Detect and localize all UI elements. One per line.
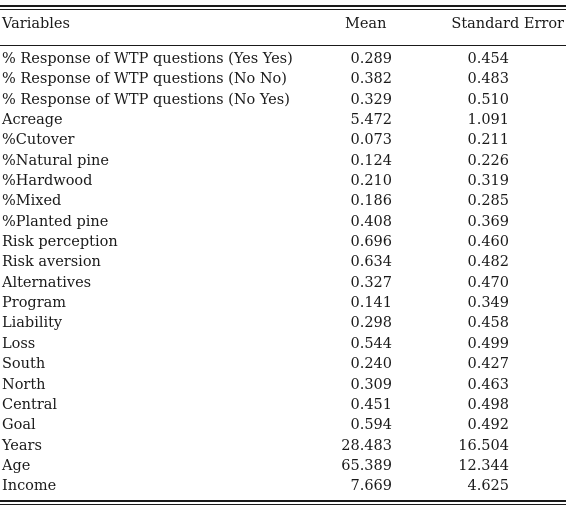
cell-variable: Acreage (2, 112, 63, 129)
cell-variable: %Planted pine (2, 213, 109, 230)
cell-mean: 0.634 (350, 254, 392, 271)
cell-mean: 0.451 (350, 396, 392, 413)
cell-variable: %Hardwood (2, 173, 93, 190)
header-standard-error: Standard Error (451, 16, 564, 32)
cell-mean: 28.483 (341, 437, 392, 454)
cell-variable: Income (2, 478, 57, 495)
cell-mean: 0.124 (350, 152, 392, 169)
cell-variable: Years (2, 437, 42, 454)
table-row: North 0.309 0.463 (0, 375, 566, 395)
table-row: %Hardwood 0.210 0.319 (0, 171, 566, 191)
table-row: Risk perception 0.696 0.460 (0, 232, 566, 252)
cell-variable: Risk aversion (2, 254, 101, 271)
cell-mean: 0.696 (350, 234, 392, 251)
cell-variable: South (2, 356, 46, 373)
table-row: Program 0.141 0.349 (0, 293, 566, 313)
table-row: % Response of WTP questions (No No) 0.382… (0, 69, 566, 89)
table-row: %Planted pine 0.408 0.369 (0, 212, 566, 232)
header-variables: Variables (2, 16, 70, 32)
table-row: %Cutover 0.073 0.211 (0, 130, 566, 150)
table-row: South 0.240 0.427 (0, 354, 566, 374)
cell-variable: % Response of WTP questions (No Yes) (2, 91, 290, 108)
table-header-row: Variables Mean Standard Error (0, 16, 566, 36)
cell-standard-error: 0.460 (467, 234, 509, 251)
cell-variable: %Cutover (2, 132, 75, 149)
table-row: Central 0.451 0.498 (0, 395, 566, 415)
cell-standard-error: 0.499 (467, 335, 509, 352)
cell-mean: 0.298 (350, 315, 392, 332)
cell-mean: 0.408 (350, 213, 392, 230)
cell-standard-error: 12.344 (458, 457, 509, 474)
cell-standard-error: 0.510 (467, 91, 509, 108)
table-row: Alternatives 0.327 0.470 (0, 273, 566, 293)
cell-standard-error: 0.483 (467, 71, 509, 88)
table-row: Acreage 5.472 1.091 (0, 110, 566, 130)
cell-mean: 0.594 (350, 417, 392, 434)
cell-standard-error: 0.498 (467, 396, 509, 413)
bottom-double-rule (0, 500, 566, 505)
cell-standard-error: 0.427 (467, 356, 509, 373)
cell-variable: %Natural pine (2, 152, 109, 169)
cell-mean: 5.472 (350, 112, 392, 129)
table-body: % Response of WTP questions (Yes Yes) 0.2… (0, 49, 566, 497)
cell-variable: Alternatives (2, 274, 92, 291)
cell-variable: % Response of WTP questions (No No) (2, 71, 287, 88)
cell-mean: 65.389 (341, 457, 392, 474)
cell-variable: Goal (2, 417, 36, 434)
cell-standard-error: 16.504 (458, 437, 509, 454)
cell-mean: 0.186 (350, 193, 392, 210)
table-row: %Mixed 0.186 0.285 (0, 191, 566, 211)
cell-mean: 0.329 (350, 91, 392, 108)
cell-standard-error: 0.211 (467, 132, 509, 149)
cell-standard-error: 1.091 (467, 112, 509, 129)
cell-mean: 0.544 (350, 335, 392, 352)
header-mean: Mean (345, 16, 387, 32)
table-row: % Response of WTP questions (Yes Yes) 0.2… (0, 49, 566, 69)
table-row: Liability 0.298 0.458 (0, 313, 566, 333)
cell-standard-error: 0.463 (467, 376, 509, 393)
cell-mean: 0.210 (350, 173, 392, 190)
cell-mean: 7.669 (350, 478, 392, 495)
cell-standard-error: 4.625 (467, 478, 509, 495)
cell-standard-error: 0.226 (467, 152, 509, 169)
table-row: % Response of WTP questions (No Yes) 0.32… (0, 90, 566, 110)
table-row: %Natural pine 0.124 0.226 (0, 151, 566, 171)
cell-variable: North (2, 376, 46, 393)
cell-mean: 0.240 (350, 356, 392, 373)
cell-variable: Central (2, 396, 58, 413)
cell-mean: 0.382 (350, 71, 392, 88)
cell-variable: Liability (2, 315, 63, 332)
cell-mean: 0.289 (350, 51, 392, 67)
cell-mean: 0.309 (350, 376, 392, 393)
cell-mean: 0.073 (350, 132, 392, 149)
cell-variable: Program (2, 295, 67, 312)
cell-standard-error: 0.454 (467, 51, 509, 67)
header-rule (0, 45, 566, 46)
cell-variable: Risk perception (2, 234, 118, 251)
cell-standard-error: 0.285 (467, 193, 509, 210)
table-row: Age 65.389 12.344 (0, 456, 566, 476)
cell-variable: %Mixed (2, 193, 62, 210)
table-row: Risk aversion 0.634 0.482 (0, 252, 566, 272)
cell-standard-error: 0.492 (467, 417, 509, 434)
cell-variable: Age (2, 457, 31, 474)
table-row: Goal 0.594 0.492 (0, 415, 566, 435)
cell-standard-error: 0.349 (467, 295, 509, 312)
cell-standard-error: 0.369 (467, 213, 509, 230)
table-row: Income 7.669 4.625 (0, 476, 566, 496)
cell-mean: 0.141 (350, 295, 392, 312)
cell-variable: % Response of WTP questions (Yes Yes) (2, 51, 293, 67)
cell-standard-error: 0.458 (467, 315, 509, 332)
table-row: Years 28.483 16.504 (0, 436, 566, 456)
top-double-rule (0, 5, 566, 10)
cell-variable: Loss (2, 335, 36, 352)
cell-mean: 0.327 (350, 274, 392, 291)
cell-standard-error: 0.482 (467, 254, 509, 271)
table-row: Loss 0.544 0.499 (0, 334, 566, 354)
cell-standard-error: 0.470 (467, 274, 509, 291)
cell-standard-error: 0.319 (467, 173, 509, 190)
